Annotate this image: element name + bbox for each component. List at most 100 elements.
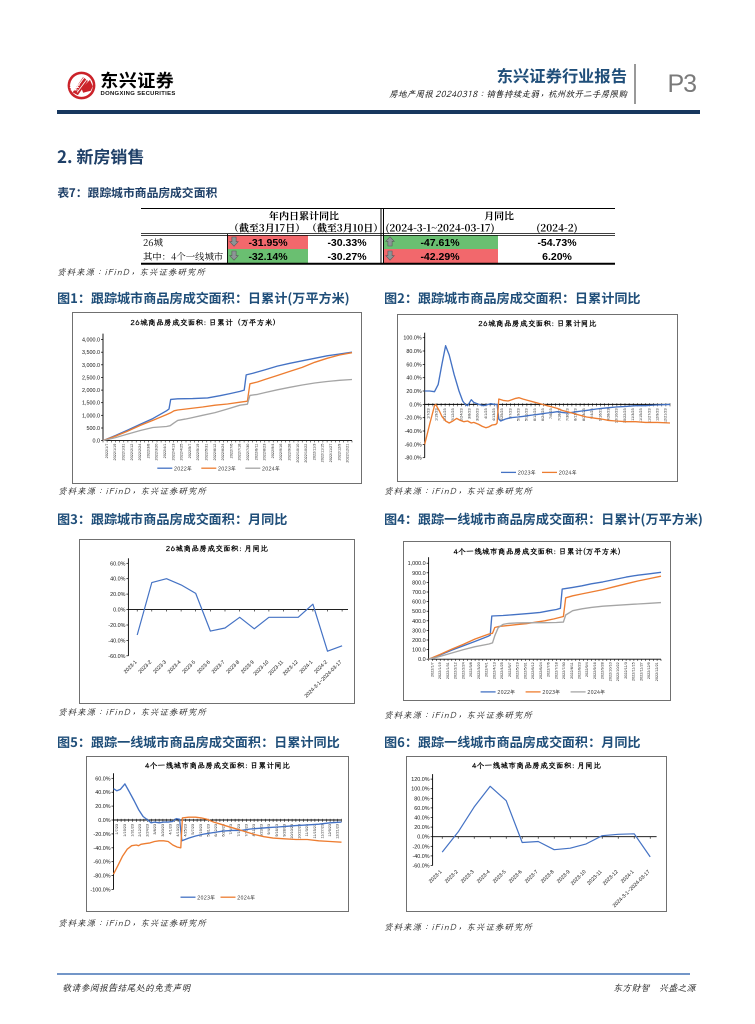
svg-text:2022/4/1: 2022/4/1	[163, 444, 167, 459]
svg-text:12/9/23: 12/9/23	[328, 824, 332, 837]
svg-text:-54.73%: -54.73%	[537, 237, 577, 249]
svg-text:0.0: 0.0	[93, 439, 101, 445]
svg-text:500.0: 500.0	[412, 609, 426, 615]
svg-text:2022/8/11: 2022/8/11	[570, 662, 574, 679]
svg-text:3,000.0: 3,000.0	[82, 363, 100, 369]
svg-text:60.0%: 60.0%	[95, 776, 110, 782]
svg-text:-60.0%: -60.0%	[93, 860, 110, 866]
svg-text:7/30/23: 7/30/23	[244, 824, 248, 837]
svg-text:（截至3月17日）: （截至3月17日）	[229, 220, 305, 235]
svg-text:2022/2/12: 2022/2/12	[454, 662, 458, 679]
svg-text:11/27/23: 11/27/23	[320, 824, 324, 839]
svg-text:2022/1/31: 2022/1/31	[446, 662, 450, 679]
svg-text:2022/1/19: 2022/1/19	[438, 662, 442, 679]
svg-text:2022/5/7: 2022/5/7	[508, 662, 512, 677]
svg-text:6/12/23: 6/12/23	[214, 824, 218, 837]
svg-text:0.0%: 0.0%	[409, 403, 421, 409]
svg-text:120.0%: 120.0%	[412, 777, 430, 783]
svg-text:1/31/23: 1/31/23	[442, 409, 446, 422]
svg-text:-80.0%: -80.0%	[404, 456, 421, 462]
svg-text:700.0: 700.0	[412, 590, 426, 596]
svg-text:2022/11/27: 2022/11/27	[640, 662, 644, 681]
svg-text:1/19/23: 1/19/23	[434, 409, 438, 422]
svg-text:100.0%: 100.0%	[412, 786, 430, 792]
svg-text:(2024-2): (2024-2)	[536, 220, 577, 235]
svg-text:4/25/23: 4/25/23	[500, 409, 504, 422]
svg-text:1,000.0: 1,000.0	[82, 413, 100, 419]
svg-text:2022/10/22: 2022/10/22	[304, 444, 308, 463]
svg-text:9/4/23: 9/4/23	[590, 409, 594, 420]
svg-text:月同比: 月同比	[484, 208, 515, 223]
svg-text:2022/11/3: 2022/11/3	[312, 444, 316, 461]
svg-text:-30.33%: -30.33%	[327, 237, 367, 249]
svg-text:-30.27%: -30.27%	[327, 251, 367, 263]
svg-text:4个一线城市商品房成交面积: 月同比: 4个一线城市商品房成交面积: 月同比	[472, 761, 602, 771]
svg-text:2022/11/15: 2022/11/15	[321, 444, 325, 463]
svg-text:3,500.0: 3,500.0	[82, 350, 100, 356]
svg-text:5/31/23: 5/31/23	[206, 824, 210, 837]
svg-text:2/24/23: 2/24/23	[145, 824, 149, 837]
svg-text:2022/2/24: 2022/2/24	[462, 662, 466, 679]
svg-text:年内日累计同比: 年内日累计同比	[268, 208, 340, 223]
svg-text:2022/4/1: 2022/4/1	[485, 662, 489, 677]
svg-text:2,500.0: 2,500.0	[82, 375, 100, 381]
svg-text:11/15/23: 11/15/23	[639, 409, 643, 424]
svg-text:20.0%: 20.0%	[406, 389, 421, 395]
svg-text:300.0: 300.0	[412, 628, 426, 634]
svg-text:9/16/23: 9/16/23	[274, 824, 278, 837]
svg-text:4/13/23: 4/13/23	[492, 409, 496, 422]
svg-text:-40.0%: -40.0%	[108, 638, 125, 644]
svg-text:60.0%: 60.0%	[406, 363, 421, 369]
svg-text:900.0: 900.0	[412, 570, 426, 576]
svg-text:2/12/23: 2/12/23	[138, 824, 142, 837]
svg-text:2023年: 2023年	[542, 688, 560, 696]
svg-text:0.0: 0.0	[418, 657, 426, 663]
svg-text:80.0%: 80.0%	[406, 349, 421, 355]
svg-text:2022/5/31: 2022/5/31	[205, 444, 209, 461]
svg-text:10/10/23: 10/10/23	[290, 824, 294, 839]
svg-text:20.0%: 20.0%	[95, 804, 110, 810]
svg-text:500.0: 500.0	[87, 426, 101, 432]
svg-text:2022/5/19: 2022/5/19	[196, 444, 200, 461]
svg-text:7/30/23: 7/30/23	[565, 409, 569, 422]
svg-text:2022/3/8: 2022/3/8	[469, 662, 473, 677]
svg-text:2022/8/23: 2022/8/23	[263, 444, 267, 461]
svg-text:2022/5/19: 2022/5/19	[516, 662, 520, 679]
svg-text:3/8/23: 3/8/23	[467, 409, 471, 420]
svg-text:9/16/23: 9/16/23	[598, 409, 602, 422]
svg-text:（截至3月10日）: （截至3月10日）	[307, 220, 384, 235]
svg-text:2022/1/31: 2022/1/31	[122, 444, 126, 461]
svg-text:2024年: 2024年	[237, 894, 255, 902]
svg-text:2022/10/10: 2022/10/10	[296, 444, 300, 463]
svg-text:800.0: 800.0	[412, 580, 426, 586]
svg-text:2023年: 2023年	[517, 469, 535, 477]
svg-text:2022/7/18: 2022/7/18	[238, 444, 242, 461]
svg-text:7/6/23: 7/6/23	[549, 409, 553, 420]
svg-text:12/21/23: 12/21/23	[663, 409, 667, 424]
svg-text:12/21/23: 12/21/23	[335, 824, 339, 839]
svg-text:2022/12/9: 2022/12/9	[337, 444, 341, 461]
svg-text:11/15/23: 11/15/23	[312, 824, 316, 839]
svg-text:4个一线城市商品房成交面积: 日累计(万平方米): 4个一线城市商品房成交面积: 日累计(万平方米)	[454, 547, 622, 557]
svg-text:8/11/23: 8/11/23	[252, 824, 256, 836]
svg-text:11/27/23: 11/27/23	[647, 409, 651, 424]
svg-text:9/28/23: 9/28/23	[282, 824, 286, 837]
svg-text:2022/9/28: 2022/9/28	[288, 444, 292, 461]
svg-text:2/24/23: 2/24/23	[459, 409, 463, 422]
svg-text:26城商品房成交面积: 月同比: 26城商品房成交面积: 月同比	[166, 544, 269, 554]
svg-text:1,500.0: 1,500.0	[82, 401, 100, 407]
svg-text:5/19/23: 5/19/23	[516, 409, 520, 422]
svg-text:3/20/23: 3/20/23	[160, 824, 164, 837]
svg-text:20.0%: 20.0%	[110, 592, 125, 598]
svg-text:1/7/23: 1/7/23	[115, 824, 119, 835]
svg-text:2022/9/16: 2022/9/16	[593, 662, 597, 679]
svg-text:12/9/23: 12/9/23	[655, 409, 659, 422]
svg-text:2022/1/19: 2022/1/19	[113, 444, 117, 461]
svg-text:-40.0%: -40.0%	[404, 429, 421, 435]
svg-text:4,000.0: 4,000.0	[82, 338, 100, 344]
svg-text:-40.0%: -40.0%	[93, 846, 110, 852]
svg-text:2022/7/30: 2022/7/30	[562, 662, 566, 679]
svg-text:4/13/23: 4/13/23	[176, 824, 180, 837]
svg-text:2024年: 2024年	[262, 464, 280, 472]
svg-text:2022/5/31: 2022/5/31	[524, 662, 528, 679]
